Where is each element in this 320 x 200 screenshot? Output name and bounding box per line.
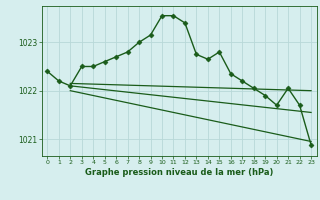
X-axis label: Graphe pression niveau de la mer (hPa): Graphe pression niveau de la mer (hPa) — [85, 168, 273, 177]
